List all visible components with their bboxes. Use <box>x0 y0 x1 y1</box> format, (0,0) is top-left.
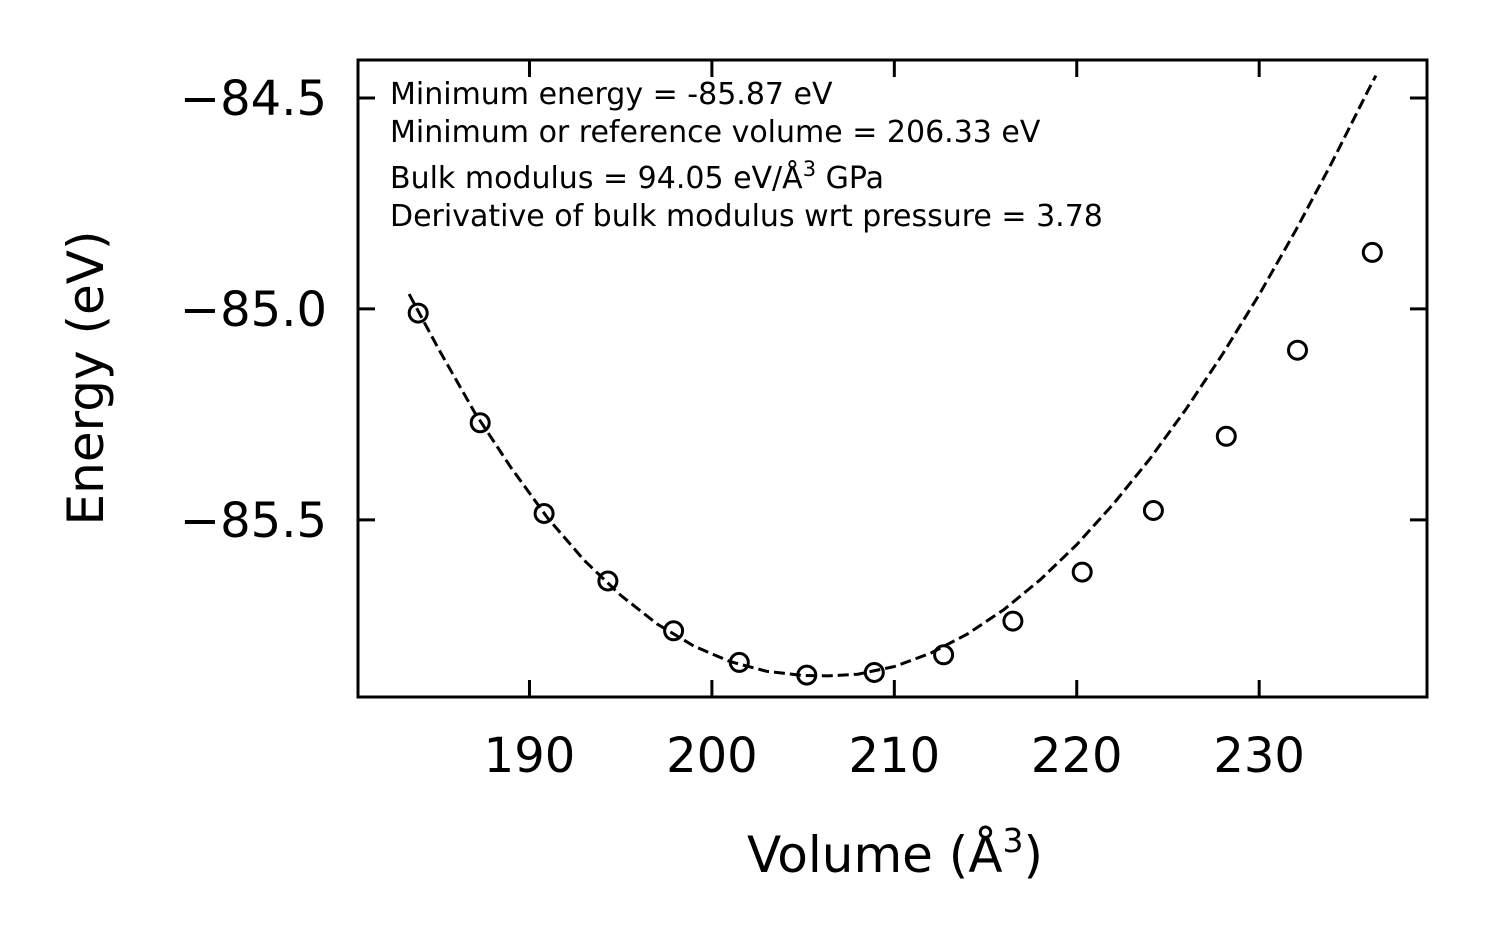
data-point <box>933 644 955 666</box>
axis-ticks <box>358 60 1427 697</box>
data-point <box>597 570 619 592</box>
data-point <box>469 412 491 434</box>
x-axis-label: Volume (Å3) <box>747 821 1043 884</box>
data-point <box>796 664 818 686</box>
data-point <box>1142 500 1164 521</box>
x-tick-label: 220 <box>1031 728 1123 784</box>
annotation-bulk-modulus: Bulk modulus = 94.05 eV/Å3 GPa <box>390 157 884 196</box>
data-point <box>407 302 429 324</box>
data-point <box>1215 425 1237 447</box>
annotation-min-volume: Minimum or reference volume = 206.33 eV <box>390 115 1041 150</box>
data-point <box>863 662 885 683</box>
y-tick-label: −85.0 <box>180 282 327 338</box>
x-tick-label: 210 <box>849 728 941 784</box>
x-tick-label: 230 <box>1213 728 1305 784</box>
plot-frame <box>356 58 1429 699</box>
fit-line <box>407 74 1378 678</box>
y-axis-label: Energy (eV) <box>57 231 115 526</box>
data-point <box>1071 561 1093 583</box>
data-point <box>1361 241 1383 263</box>
fit-curve <box>407 74 1378 678</box>
data-point <box>1287 339 1308 361</box>
annotation-bulk-derivative: Derivative of bulk modulus wrt pressure … <box>390 199 1103 234</box>
data-point <box>728 651 750 673</box>
y-tick-label: −85.5 <box>180 493 327 549</box>
annotation-box: Minimum energy = -85.87 eV Minimum or re… <box>390 77 1103 234</box>
data-points <box>407 241 1383 686</box>
tick-labels: 190 200 210 220 230 −84.5 −85.0 −85.5 <box>180 71 1305 784</box>
data-point <box>533 503 555 524</box>
data-point <box>663 620 685 642</box>
annotation-min-energy: Minimum energy = -85.87 eV <box>390 77 833 112</box>
y-tick-label: −84.5 <box>180 71 327 127</box>
x-tick-label: 200 <box>666 728 758 784</box>
x-tick-label: 190 <box>484 728 576 784</box>
data-point <box>1002 610 1024 632</box>
